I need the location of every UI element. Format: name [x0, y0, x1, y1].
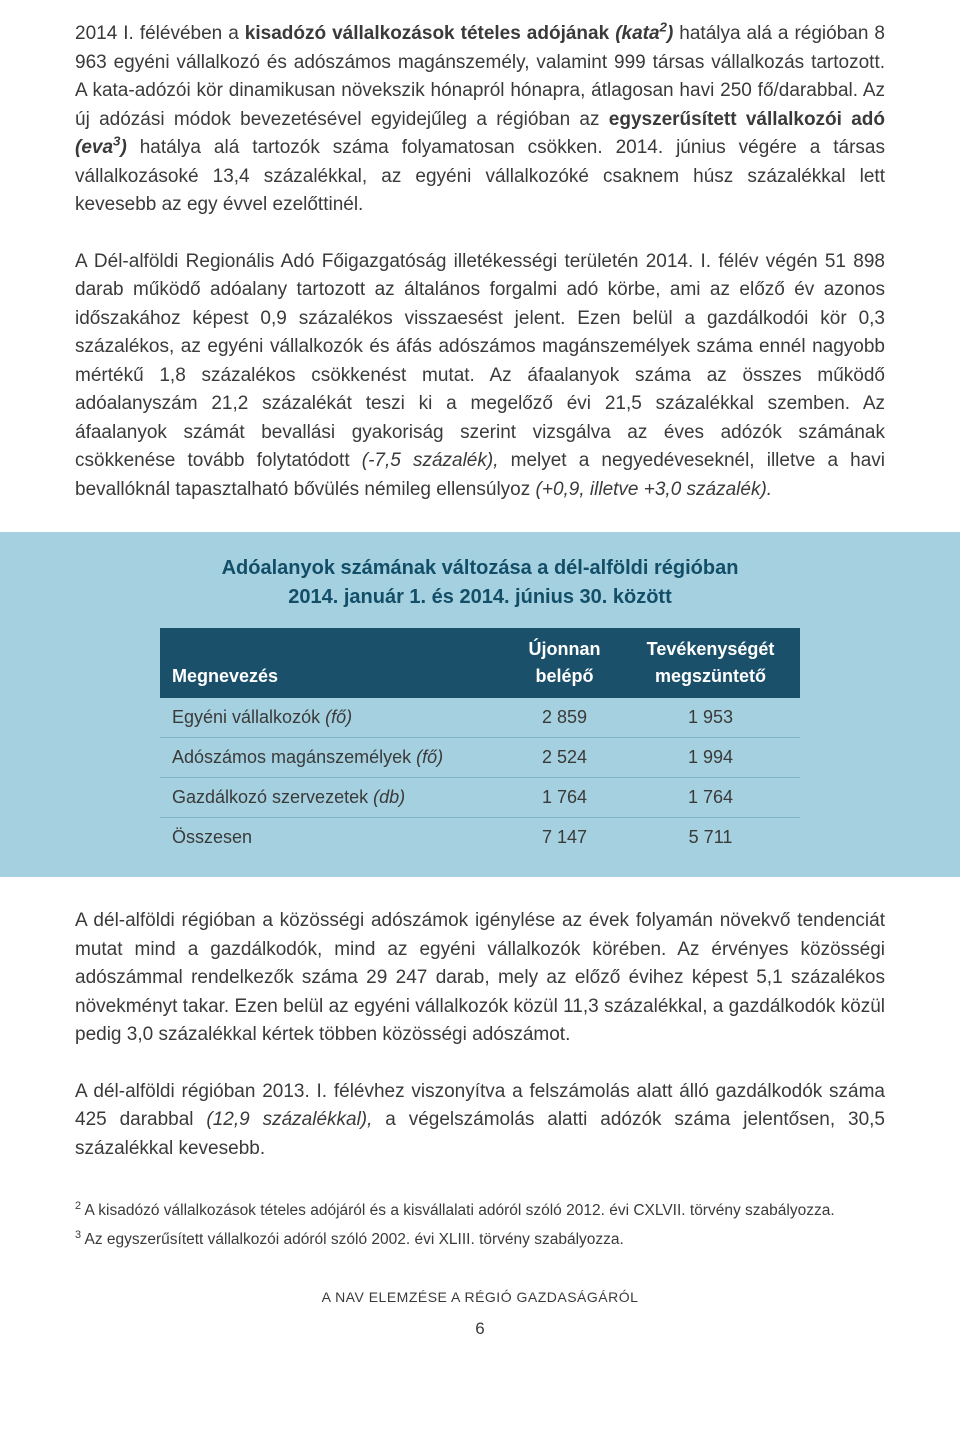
footer-text: A NAV ELEMZÉSE A RÉGIÓ GAZDASÁGÁRÓL [75, 1287, 885, 1308]
table-title: Adóalanyok számának változása a dél-alfö… [0, 554, 960, 612]
cell-v1: 7 147 [508, 818, 621, 858]
data-table: Megnevezés Újonnan belépő Tevékenységét … [160, 628, 800, 857]
table-row: Gazdálkozó szervezetek (db) 1 764 1 764 [160, 778, 800, 818]
table-container: Adóalanyok számának változása a dél-alfö… [0, 532, 960, 877]
th-new-line2: belépő [535, 666, 593, 686]
cell-v1: 2 859 [508, 698, 621, 738]
paragraph-4: A dél-alföldi régióban 2013. I. félévhez… [75, 1078, 885, 1164]
p1-sup2: 2 [660, 20, 667, 35]
cell-v2: 1 764 [621, 778, 800, 818]
footnote-3-text: Az egyszerűsített vállalkozói adóról szó… [81, 1231, 624, 1248]
page-number: 6 [75, 1316, 885, 1342]
th-quit-line1: Tevékenységét [647, 639, 775, 659]
p1-text-f: (eva [75, 137, 113, 158]
th-quit: Tevékenységét megszüntető [621, 628, 800, 698]
cell-v2: 1 953 [621, 698, 800, 738]
cell-label: Összesen [160, 818, 508, 858]
p4-it: (12,9 százalékkal), [206, 1109, 372, 1130]
footnotes: 2 A kisadózó vállalkozások tételes adójá… [75, 1199, 885, 1253]
p2-text-a: A Dél-alföldi Regionális Adó Főigazgatós… [75, 251, 885, 472]
cell-label-a: Adószámos magánszemélyek [172, 747, 416, 767]
cell-label-a: Gazdálkozó szervezetek [172, 787, 373, 807]
cell-label: Gazdálkozó szervezetek (db) [160, 778, 508, 818]
p2-it2: (+0,9, illetve +3,0 százalék). [536, 479, 773, 500]
p1-text-a: 2014 I. félévében a [75, 23, 245, 44]
footnote-3: 3 Az egyszerűsített vállalkozói adóról s… [75, 1228, 885, 1253]
table-title-line1: Adóalanyok számának változása a dél-alfö… [222, 557, 739, 579]
paragraph-1: 2014 I. félévében a kisadózó vállalkozás… [75, 20, 885, 220]
th-name: Megnevezés [160, 628, 508, 698]
p1-text-c: (kata [615, 23, 659, 44]
table-header-row: Megnevezés Újonnan belépő Tevékenységét … [160, 628, 800, 698]
th-name-label: Megnevezés [172, 666, 278, 686]
p2-it1: (-7,5 százalék), [362, 450, 499, 471]
document-page: 2014 I. félévében a kisadózó vállalkozás… [0, 0, 960, 1371]
table-row: Egyéni vállalkozók (fő) 2 859 1 953 [160, 698, 800, 738]
th-new-line1: Újonnan [528, 639, 600, 659]
cell-label: Adószámos magánszemélyek (fő) [160, 738, 508, 778]
cell-v2: 5 711 [621, 818, 800, 858]
cell-v2: 1 994 [621, 738, 800, 778]
cell-label-it: (db) [373, 787, 405, 807]
p1-text-g: hatálya alá tartozók száma folyamatosan … [75, 137, 885, 215]
footnote-2: 2 A kisadózó vállalkozások tételes adójá… [75, 1199, 885, 1224]
cell-label-it: (fő) [325, 707, 352, 727]
cell-v1: 1 764 [508, 778, 621, 818]
th-new: Újonnan belépő [508, 628, 621, 698]
paragraph-3: A dél-alföldi régióban a közösségi adósz… [75, 907, 885, 1050]
p1-text-e: egyszerűsített vállalkozói adó [609, 109, 885, 130]
table-row: Adószámos magánszemélyek (fő) 2 524 1 99… [160, 738, 800, 778]
paragraph-2: A Dél-alföldi Regionális Adó Főigazgatós… [75, 248, 885, 505]
p1-text-b: kisadózó vállalkozások tételes adójának [245, 23, 615, 44]
cell-v1: 2 524 [508, 738, 621, 778]
table-title-line2: 2014. január 1. és 2014. június 30. közö… [288, 586, 672, 608]
footnote-2-text: A kisadózó vállalkozások tételes adójáró… [81, 1202, 835, 1219]
cell-label-it: (fő) [416, 747, 443, 767]
cell-label-a: Összesen [172, 827, 252, 847]
th-quit-line2: megszüntető [655, 666, 766, 686]
cell-label-a: Egyéni vállalkozók [172, 707, 325, 727]
cell-label: Egyéni vállalkozók (fő) [160, 698, 508, 738]
table-row: Összesen 7 147 5 711 [160, 818, 800, 858]
